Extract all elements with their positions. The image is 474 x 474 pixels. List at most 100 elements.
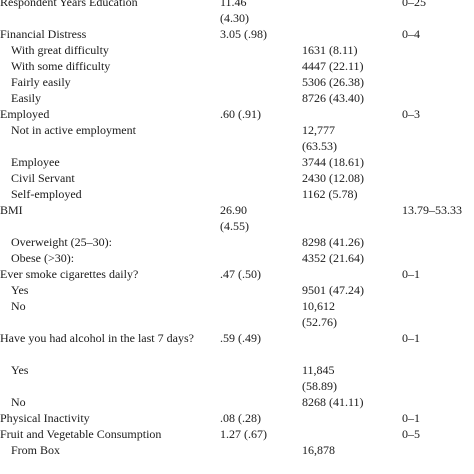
variable-label: Physical Inactivity [0, 411, 90, 425]
count-value: 3744 (18.61) [302, 155, 364, 169]
count-percent-cell: 8726 (43.40) [302, 90, 398, 106]
count-percent-cell: 1162 (5.78) [302, 186, 398, 202]
percent-value: (52.76) [302, 315, 337, 329]
range-cell: 0–1 [402, 411, 420, 425]
count-value: 5306 (26.38) [302, 75, 364, 89]
table-row: Physical Inactivity .08 (.28) 0–1 [0, 410, 474, 426]
count-percent-cell: 8298 (41.26) [302, 234, 398, 250]
table-row: Financial Distress 3.05 (.98) 0–4 [0, 26, 474, 42]
count-percent-cell: 4447 (22.11) [302, 58, 398, 74]
subcategory-label: No [11, 299, 26, 313]
mean-value: .60 (.91) [220, 107, 261, 121]
count-percent-cell: 8268 (41.11) [302, 394, 398, 410]
count-value: 8268 (41.11) [302, 395, 364, 409]
subcategory-label: With great difficulty [11, 43, 109, 57]
mean-value: .08 (.28) [220, 411, 261, 425]
table-row: Respondent Years Education 11.46 (4.30) 0–2… [0, 0, 474, 26]
range-cell: 0–4 [402, 27, 420, 41]
count-value: 8298 (41.26) [302, 235, 364, 249]
range-cell: 0–25 [402, 0, 426, 9]
range-cell: 0–5 [402, 427, 420, 441]
table-row: With some difficulty 4447 (22.11) [0, 58, 474, 74]
range-cell: 0–3 [402, 107, 420, 121]
mean-sd-cell: .59 (.49) [220, 330, 300, 346]
count-value: 12,777 [302, 123, 335, 137]
descriptive-statistics-table: Respondent Years Education 11.46 (4.30) 0–2… [0, 0, 474, 458]
count-percent-cell: 1631 (8.11) [302, 42, 398, 58]
subcategory-label: Yes [11, 363, 29, 377]
range-cell: 13.79–53.33 [402, 203, 462, 217]
table-row: Yes 9501 (47.24) [0, 282, 474, 298]
range-cell: 0–1 [402, 267, 420, 281]
mean-sd-cell: .60 (.91) [220, 106, 300, 122]
table-row: Have you had alcohol in the last 7 days?… [0, 330, 474, 362]
range-cell: 0–1 [402, 331, 420, 345]
count-percent-cell: 16,878 [302, 442, 398, 458]
sd-value: (4.55) [220, 219, 249, 233]
count-value: 9501 (47.24) [302, 283, 364, 297]
subcategory-label: Obese (>30): [11, 251, 75, 265]
subcategory-label: Self-employed [11, 187, 82, 201]
count-value: 11,845 [302, 363, 335, 377]
table-row: No 8268 (41.11) [0, 394, 474, 410]
table-row: Fruit and Vegetable Consumption 1.27 (.67… [0, 426, 474, 442]
count-value: 16,878 [302, 443, 335, 457]
percent-value: (63.53) [302, 139, 337, 153]
variable-label: Employed [0, 107, 50, 121]
table-row: Overweight (25–30): 8298 (41.26) [0, 234, 474, 250]
subcategory-label: Employee [11, 155, 60, 169]
subcategory-label: Overweight (25–30): [11, 235, 112, 249]
count-value: 8726 (43.40) [302, 91, 364, 105]
count-value: 1631 (8.11) [302, 43, 358, 57]
subcategory-label: Easily [11, 91, 41, 105]
mean-value: 26.90 [220, 203, 247, 217]
table-row: Fairly easily 5306 (26.38) [0, 74, 474, 90]
mean-sd-cell: 1.27 (.67) [220, 426, 300, 442]
table-row: Employed .60 (.91) 0–3 [0, 106, 474, 122]
variable-label: Have you had alcohol in the last 7 days? [0, 331, 194, 345]
mean-value: .59 (.49) [220, 331, 261, 345]
table-row: Employee 3744 (18.61) [0, 154, 474, 170]
subcategory-label: With some difficulty [11, 59, 111, 73]
table-row: Easily 8726 (43.40) [0, 90, 474, 106]
table-row: No 10,612 (52.76) [0, 298, 474, 330]
table-row: BMI 26.90 (4.55) 13.79–53.33 [0, 202, 474, 234]
count-value: 4447 (22.11) [302, 59, 364, 73]
mean-value: 3.05 (.98) [220, 27, 267, 41]
table-row: Self-employed 1162 (5.78) [0, 186, 474, 202]
count-percent-cell: 2430 (12.08) [302, 170, 398, 186]
mean-sd-cell: 3.05 (.98) [220, 26, 300, 42]
subcategory-label: Not in active employment [11, 123, 136, 137]
mean-value: 1.27 (.67) [220, 427, 267, 441]
mean-value: 11.46 [220, 0, 247, 9]
subcategory-label: From Box [11, 443, 61, 457]
count-value: 1162 (5.78) [302, 187, 358, 201]
subcategory-label: No [11, 395, 26, 409]
mean-sd-cell: .08 (.28) [220, 410, 300, 426]
count-percent-cell: 10,612 (52.76) [302, 298, 398, 330]
variable-label: Financial Distress [0, 27, 87, 41]
variable-label: Fruit and Vegetable Consumption [0, 427, 162, 441]
count-value: 4352 (21.64) [302, 251, 364, 265]
table-row: From Box 16,878 [0, 442, 474, 458]
table-row: Yes 11,845 (58.89) [0, 362, 474, 394]
table-row: Ever smoke cigarettes daily? .47 (.50) 0–1 [0, 266, 474, 282]
table-row: Civil Servant 2430 (12.08) [0, 170, 474, 186]
count-value: 2430 (12.08) [302, 171, 364, 185]
subcategory-label: Civil Servant [11, 171, 75, 185]
mean-sd-cell: 26.90 (4.55) [220, 202, 300, 234]
variable-label: Respondent Years Education [0, 0, 138, 9]
variable-label: BMI [0, 203, 23, 217]
table-row: With great difficulty 1631 (8.11) [0, 42, 474, 58]
count-percent-cell: 12,777 (63.53) [302, 122, 398, 154]
count-percent-cell: 5306 (26.38) [302, 74, 398, 90]
variable-label: Ever smoke cigarettes daily? [0, 267, 139, 281]
count-percent-cell: 9501 (47.24) [302, 282, 398, 298]
sd-value: (4.30) [220, 11, 249, 25]
table-row: Obese (>30): 4352 (21.64) [0, 250, 474, 266]
subcategory-label: Yes [11, 283, 29, 297]
count-percent-cell: 4352 (21.64) [302, 250, 398, 266]
count-value: 10,612 [302, 299, 335, 313]
count-percent-cell: 11,845 (58.89) [302, 362, 398, 394]
